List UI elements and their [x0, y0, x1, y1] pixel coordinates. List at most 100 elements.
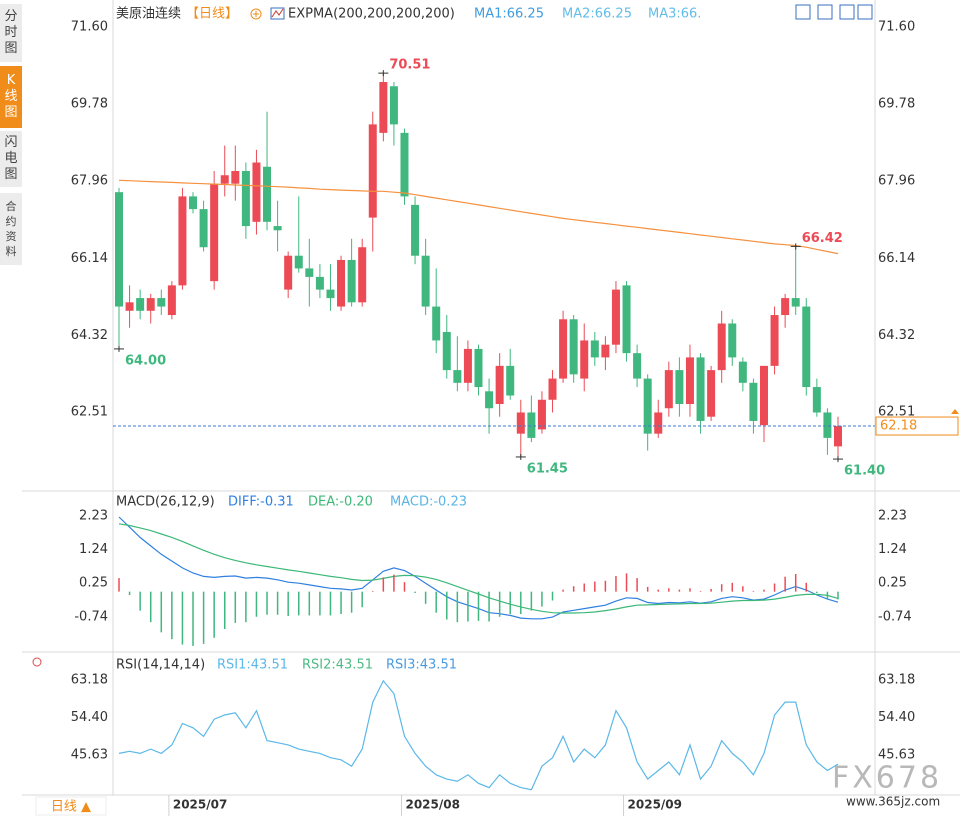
indicator-name: EXPMA(200,200,200,200) — [288, 7, 455, 22]
candle-body — [263, 166, 272, 222]
candle-body — [823, 412, 832, 438]
x-tick-label: 2025/07 — [173, 798, 227, 812]
period-button[interactable] — [35, 796, 107, 816]
legend-entry: RSI3:43.51 — [386, 658, 457, 673]
tab-label[interactable]: K线图 — [4, 73, 18, 120]
candle-body — [791, 298, 800, 307]
candle-body — [337, 259, 346, 307]
candle-body — [368, 124, 377, 218]
tab-label[interactable]: 分时图 — [4, 9, 18, 56]
legend-entry: MA1:66.25 — [474, 7, 544, 22]
y-tick-label: 66.14 — [71, 251, 108, 266]
candle-body — [463, 348, 472, 383]
candle-body — [136, 298, 145, 311]
y-tick-label-right: 0.25 — [878, 576, 907, 591]
candle-body — [559, 319, 568, 379]
candle-body — [220, 175, 229, 184]
extreme-label: 61.45 — [527, 461, 568, 476]
tab-label[interactable]: 闪电图 — [4, 135, 18, 182]
candle-body — [199, 209, 208, 248]
period: 【日线】 — [186, 7, 238, 22]
candle-body — [654, 412, 663, 434]
candle-body — [167, 285, 176, 316]
y-tick-label-right: 71.60 — [878, 19, 915, 34]
candle-body — [580, 340, 589, 379]
y-tick-label: 69.78 — [71, 97, 108, 112]
rsi-title: RSI(14,14,14) — [116, 658, 205, 673]
candle-body — [284, 255, 293, 290]
macd-title: MACD(26,12,9) — [116, 495, 215, 510]
y-tick-label-right: 2.23 — [878, 508, 907, 523]
candle-body — [696, 357, 705, 421]
y-tick-label: 54.40 — [71, 710, 108, 725]
y-tick-label-right: 64.32 — [878, 328, 915, 343]
tool-button[interactable] — [817, 4, 833, 20]
candle-body — [379, 82, 388, 133]
candle-body — [622, 285, 631, 354]
watermark-url: www.365jz.com — [846, 795, 940, 809]
rsi-icon[interactable] — [32, 657, 42, 667]
y-tick-label-right: 62.51 — [878, 405, 915, 420]
y-tick-label: 62.51 — [71, 405, 108, 420]
candle-body — [474, 348, 483, 388]
period-button-label[interactable]: 日线 ▲ — [51, 800, 91, 815]
candle-body — [633, 353, 642, 379]
candle-body — [675, 370, 684, 404]
candle-body — [738, 361, 747, 383]
extreme-label: 61.40 — [844, 464, 885, 479]
tool-button[interactable] — [839, 4, 855, 20]
candle-body — [189, 196, 198, 210]
watermark: FX678 — [832, 761, 942, 796]
candle-body — [707, 370, 716, 417]
tab-timeshare[interactable]: 分时图 — [0, 4, 22, 62]
candle-body — [516, 412, 525, 434]
chart-title: 美原油连续 — [116, 6, 181, 22]
y-tick-label-right: 63.18 — [878, 673, 915, 688]
y-tick-label-right: 54.40 — [878, 710, 915, 725]
candle-body — [115, 192, 123, 307]
y-tick-label: 63.18 — [71, 673, 108, 688]
y-tick-label: 71.60 — [71, 19, 108, 34]
legend-entry: DEA:-0.20 — [308, 495, 373, 510]
last-price-label: 62.18 — [880, 419, 917, 434]
y-tick-label-right: 69.78 — [878, 97, 915, 112]
candle-body — [717, 323, 726, 371]
candle-body — [252, 162, 261, 222]
tool-button[interactable] — [857, 4, 873, 20]
extreme-label: 70.51 — [389, 58, 430, 73]
y-tick-label-right: -0.74 — [878, 609, 912, 624]
y-tick-label: 45.63 — [71, 748, 108, 763]
candle-body — [442, 331, 451, 371]
tab-kline[interactable]: K线图 — [0, 66, 22, 128]
toolbar — [795, 4, 873, 20]
tab-contract[interactable]: 合约资料 — [0, 193, 22, 265]
candle-body — [347, 259, 356, 303]
extreme-label: 66.42 — [802, 231, 843, 246]
candle-body — [411, 204, 420, 256]
rsi-line — [118, 679, 839, 791]
candle-body — [231, 170, 240, 184]
candle-body — [834, 426, 842, 447]
candle-body — [305, 268, 314, 277]
legend-entry: RSI1:43.51 — [217, 658, 288, 673]
candle-body — [326, 289, 335, 299]
y-tick-label: 2.23 — [79, 508, 108, 523]
legend-entry: MA3:66. — [648, 7, 701, 22]
y-tick-label: 1.24 — [79, 542, 108, 557]
candle-body — [749, 382, 758, 421]
candle-body — [770, 315, 779, 366]
indicator-icon[interactable] — [270, 7, 285, 20]
tab-flash[interactable]: 闪电图 — [0, 131, 22, 187]
candle-body — [485, 391, 494, 409]
indicator-icon — [271, 8, 284, 18]
tab-label[interactable]: 合约资料 — [5, 200, 17, 258]
candle-body — [178, 196, 187, 286]
settings-icon[interactable] — [250, 8, 262, 20]
tool-button[interactable] — [795, 4, 811, 20]
candle-body — [781, 298, 790, 316]
candle-body — [157, 298, 166, 307]
candle-body — [506, 365, 515, 396]
y-tick-label: -0.74 — [74, 609, 108, 624]
